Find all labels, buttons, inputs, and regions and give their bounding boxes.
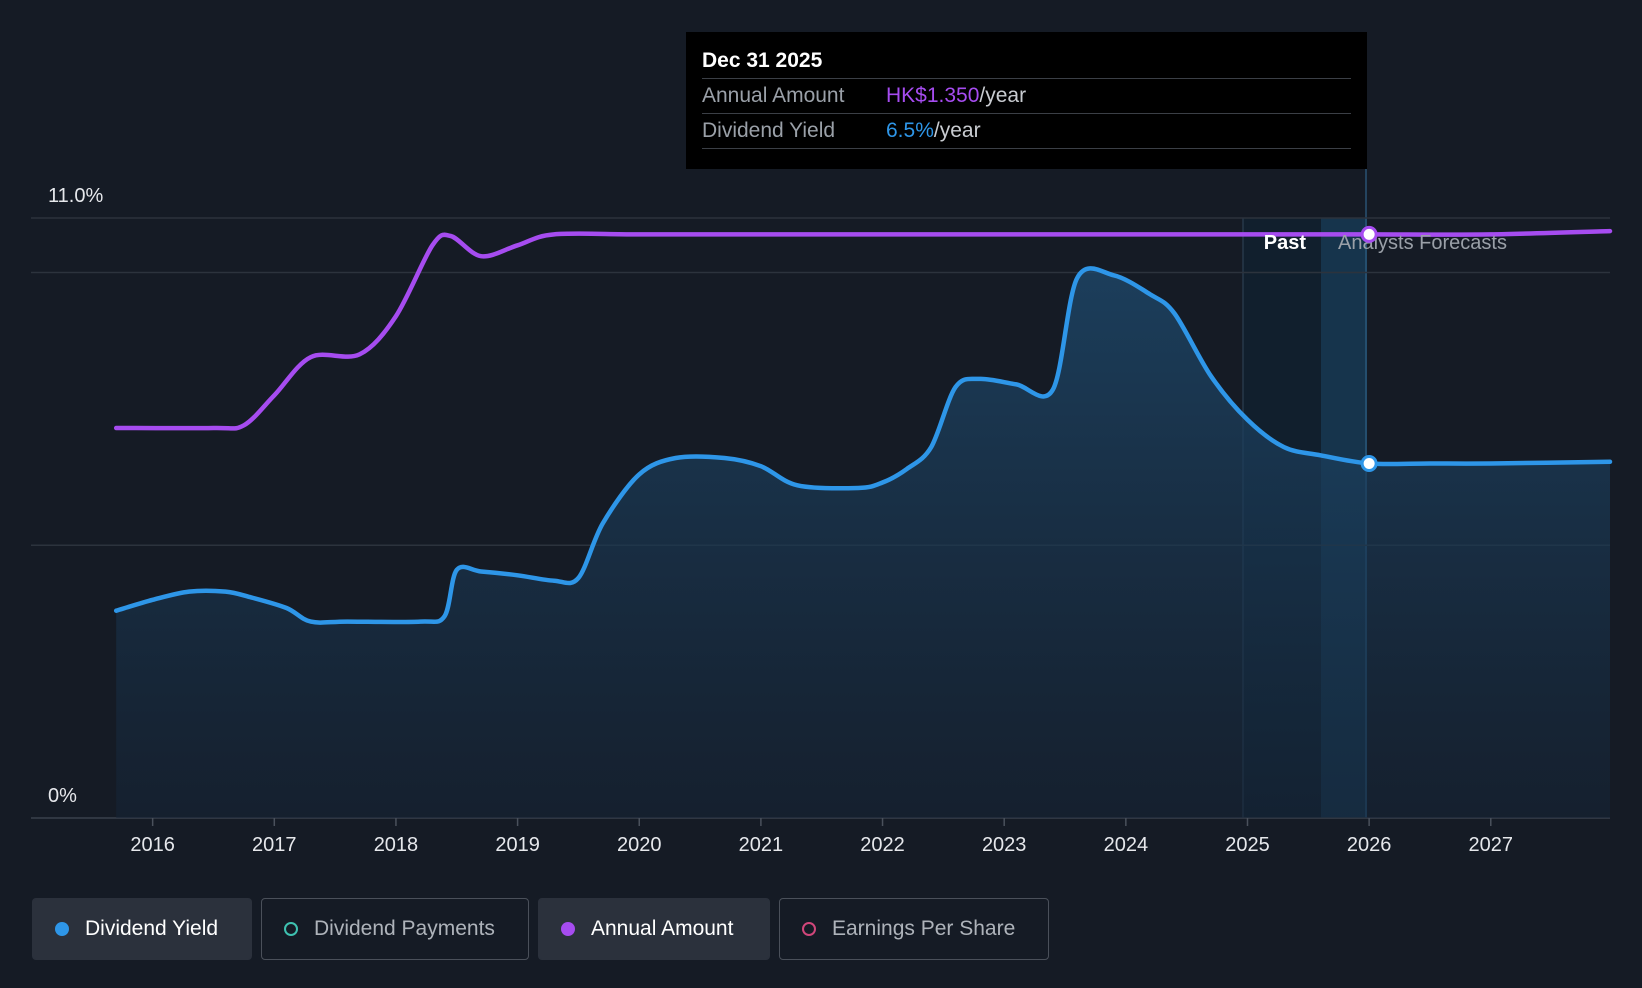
tooltip-yield-value: 6.5% (886, 119, 934, 142)
x-tick-label: 2026 (1347, 834, 1392, 856)
tooltip-annual-row: Annual Amount HK$1.350/year (702, 79, 1351, 114)
tooltip-yield-label: Dividend Yield (702, 119, 836, 142)
legend-label: Earnings Per Share (832, 917, 1016, 940)
chart-tooltip: Dec 31 2025 Annual Amount HK$1.350/year … (686, 32, 1367, 169)
tooltip-annual-unit: /year (979, 84, 1027, 107)
past-label: Past (1264, 232, 1307, 254)
chart-legend: Dividend Yield Dividend Payments Annual … (32, 898, 1049, 960)
legend-dot-icon (561, 922, 575, 936)
legend-dividend-yield[interactable]: Dividend Yield (32, 898, 252, 960)
annual-amount-marker[interactable] (1360, 225, 1378, 243)
dividend-yield-line (113, 266, 1613, 625)
x-tick-label: 2022 (860, 834, 905, 856)
tooltip-date: Dec 31 2025 (702, 46, 1351, 79)
legend-ring-icon (802, 922, 816, 936)
x-tick-label: 2016 (130, 834, 175, 856)
legend-dot-icon (55, 922, 69, 936)
tooltip-annual-label: Annual Amount (702, 84, 845, 107)
forecast-label: Analysts Forecasts (1338, 232, 1507, 254)
x-tick-label: 2020 (617, 834, 662, 856)
y-tick-label-min: 0% (48, 785, 77, 807)
legend-earnings-per-share[interactable]: Earnings Per Share (779, 898, 1049, 960)
legend-ring-icon (284, 922, 298, 936)
x-tick-label: 2019 (495, 834, 540, 856)
tooltip-yield-row: Dividend Yield 6.5%/year (702, 114, 1351, 149)
legend-annual-amount[interactable]: Annual Amount (538, 898, 770, 960)
annual-amount-line (113, 228, 1613, 431)
x-tick-label: 2018 (374, 834, 419, 856)
y-tick-label-max: 11.0% (48, 185, 103, 207)
x-tick-label: 2017 (252, 834, 297, 856)
legend-label: Dividend Payments (314, 917, 495, 940)
x-tick-label: 2023 (982, 834, 1027, 856)
legend-label: Annual Amount (591, 917, 734, 940)
legend-label: Dividend Yield (85, 917, 219, 940)
dividend-yield-marker[interactable] (1360, 454, 1378, 472)
tooltip-annual-value: HK$1.350 (886, 84, 980, 107)
tooltip-yield-unit: /year (933, 119, 981, 142)
x-tick-label: 2027 (1469, 834, 1514, 856)
x-tick-label: 2025 (1225, 834, 1270, 856)
dividend-yield-area (116, 268, 1611, 818)
x-tick-label: 2021 (739, 834, 784, 856)
legend-dividend-payments[interactable]: Dividend Payments (261, 898, 529, 960)
x-tick-label: 2024 (1104, 834, 1149, 856)
